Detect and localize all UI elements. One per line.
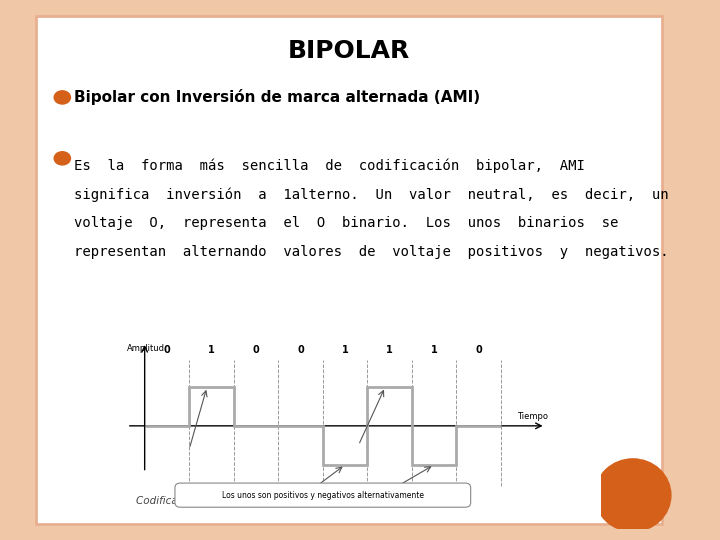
Circle shape — [54, 91, 71, 104]
Text: BIPOLAR: BIPOLAR — [288, 39, 410, 63]
FancyBboxPatch shape — [175, 483, 471, 507]
Text: 0: 0 — [163, 345, 171, 355]
Text: Tiempo: Tiempo — [517, 412, 548, 421]
Text: 0: 0 — [297, 345, 304, 355]
Text: 1: 1 — [342, 345, 348, 355]
Text: 0: 0 — [475, 345, 482, 355]
Circle shape — [54, 152, 71, 165]
Text: 0: 0 — [253, 345, 259, 355]
Text: 1: 1 — [386, 345, 393, 355]
Text: representan  alternando  valores  de  voltaje  positivos  y  negativos.: representan alternando valores de voltaj… — [73, 245, 668, 259]
Text: 1: 1 — [208, 345, 215, 355]
Text: Amplitud: Amplitud — [127, 344, 165, 353]
Circle shape — [595, 459, 671, 531]
Text: Codificación bipolar AMI.: Codificación bipolar AMI. — [136, 496, 264, 506]
Text: significa  inversión  a  1alterno.  Un  valor  neutral,  es  decir,  un: significa inversión a 1alterno. Un valor… — [73, 187, 668, 202]
FancyBboxPatch shape — [36, 16, 662, 524]
Text: Es  la  forma  más  sencilla  de  codificación  bipolar,  AMI: Es la forma más sencilla de codificación… — [73, 158, 585, 173]
Text: 1: 1 — [431, 345, 438, 355]
Text: voltaje  O,  representa  el  O  binario.  Los  unos  binarios  se: voltaje O, representa el O binario. Los … — [73, 216, 618, 230]
Text: Bipolar con Inversión de marca alternada (AMI): Bipolar con Inversión de marca alternada… — [73, 90, 480, 105]
Text: Los unos son positivos y negativos alternativamente: Los unos son positivos y negativos alter… — [222, 491, 424, 500]
